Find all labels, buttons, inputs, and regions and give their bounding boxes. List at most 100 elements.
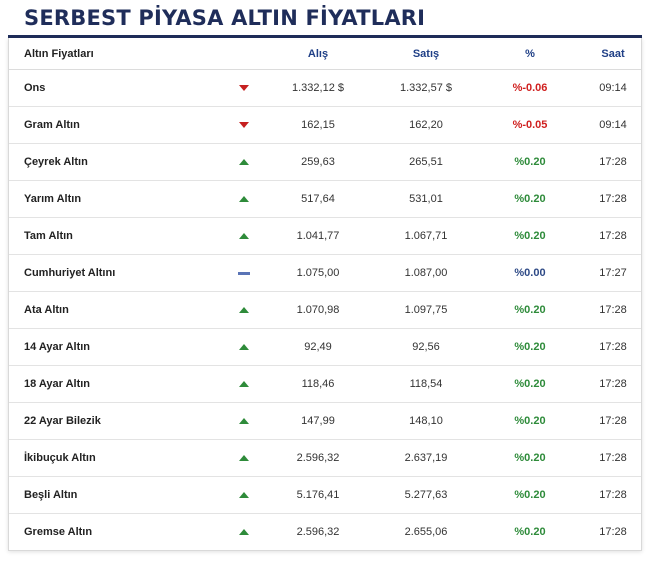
gold-type-name[interactable]: Yarım Altın bbox=[9, 180, 229, 218]
change-percent: %-0.05 bbox=[475, 106, 585, 144]
table-row[interactable]: 22 Ayar Bilezik 147,99 148,10 %0.20 17:28 bbox=[9, 402, 641, 440]
buy-price: 1.070,98 bbox=[259, 291, 377, 329]
buy-price: 147,99 bbox=[259, 402, 377, 440]
change-percent: %0.20 bbox=[514, 526, 546, 538]
sell-price: 1.087,00 bbox=[377, 254, 475, 292]
trend-indicator bbox=[229, 439, 259, 477]
column-header-buy: Alış bbox=[259, 38, 377, 70]
change-percent: %0.20 bbox=[475, 402, 585, 440]
table-row[interactable]: Beşli Altın 5.176,41 5.277,63 %0.20 17:28 bbox=[9, 476, 641, 514]
change-percent: %0.00 bbox=[475, 254, 585, 292]
gold-type-name[interactable]: 22 Ayar Bilezik bbox=[9, 402, 229, 440]
update-time: 09:14 bbox=[585, 106, 641, 144]
gold-price-table-panel: Altın Fiyatları Alış Satış % Saat Ons 1.3… bbox=[8, 38, 642, 551]
trend-indicator bbox=[229, 291, 259, 329]
sell-price: 1.067,71 bbox=[377, 217, 475, 255]
column-header-percent: % bbox=[475, 38, 585, 70]
change-percent: %0.20 bbox=[475, 180, 585, 218]
trend-indicator bbox=[229, 69, 259, 107]
gold-price-table: Altın Fiyatları Alış Satış % Saat Ons 1.3… bbox=[9, 38, 641, 550]
triangle-up-icon bbox=[239, 196, 249, 203]
table-row[interactable]: Çeyrek Altın 259,63 265,51 %0.20 17:28 bbox=[9, 143, 641, 181]
triangle-up-icon bbox=[239, 307, 249, 314]
triangle-up-icon bbox=[239, 455, 249, 462]
table-row[interactable]: Gremse Altın 2.596,32 2.655,06 %0.20 17:28 bbox=[9, 514, 641, 551]
sell-price: 2.637,19 bbox=[377, 439, 475, 477]
table-row[interactable]: Gram Altın 162,15 162,20 %-0.05 09:14 bbox=[9, 106, 641, 144]
gold-type-name[interactable]: Ata Altın bbox=[9, 291, 229, 329]
table-header-row: Altın Fiyatları Alış Satış % Saat bbox=[9, 38, 641, 70]
triangle-up-icon bbox=[239, 418, 249, 425]
gold-type-name[interactable]: Ons bbox=[9, 69, 229, 107]
trend-indicator bbox=[229, 106, 259, 144]
change-percent: %0.20 bbox=[475, 291, 585, 329]
change-percent: %0.20 bbox=[475, 365, 585, 403]
sell-price: 1.097,75 bbox=[377, 291, 475, 329]
gold-type-name[interactable]: Beşli Altın bbox=[9, 476, 229, 514]
sell-price: 1.332,57 $ bbox=[377, 69, 475, 107]
gold-type-name[interactable]: 18 Ayar Altın bbox=[9, 365, 229, 403]
table-row[interactable]: 18 Ayar Altın 118,46 118,54 %0.20 17:28 bbox=[9, 365, 641, 403]
update-time: 17:27 bbox=[585, 254, 641, 292]
update-time: 17:28 bbox=[585, 402, 641, 440]
gold-type-name[interactable]: Gram Altın bbox=[9, 106, 229, 144]
sell-price: 5.277,63 bbox=[377, 476, 475, 514]
buy-price: 259,63 bbox=[259, 143, 377, 181]
buy-price: 118,46 bbox=[259, 365, 377, 403]
column-header-time: Saat bbox=[585, 38, 641, 70]
sell-price: 2.655,06 bbox=[404, 526, 448, 538]
page-title: SERBEST PİYASA ALTIN FİYATLARI bbox=[24, 6, 426, 30]
trend-indicator bbox=[229, 365, 259, 403]
update-time: 09:14 bbox=[585, 69, 641, 107]
triangle-up-icon bbox=[239, 529, 249, 536]
triangle-up-icon bbox=[239, 492, 249, 499]
column-header-sell: Satış bbox=[377, 38, 475, 70]
table-row[interactable]: 14 Ayar Altın 92,49 92,56 %0.20 17:28 bbox=[9, 328, 641, 366]
table-row[interactable]: İkibuçuk Altın 2.596,32 2.637,19 %0.20 17:28 bbox=[9, 439, 641, 477]
change-percent: %-0.06 bbox=[475, 69, 585, 107]
triangle-down-icon bbox=[239, 122, 249, 129]
change-percent: %0.20 bbox=[475, 328, 585, 366]
trend-indicator bbox=[229, 328, 259, 366]
buy-price: 1.041,77 bbox=[259, 217, 377, 255]
triangle-down-icon bbox=[239, 85, 249, 92]
table-row[interactable]: Yarım Altın 517,64 531,01 %0.20 17:28 bbox=[9, 180, 641, 218]
gold-type-name[interactable]: Çeyrek Altın bbox=[9, 143, 229, 181]
triangle-up-icon bbox=[239, 159, 249, 166]
title-divider bbox=[8, 35, 642, 38]
buy-price: 1.332,12 $ bbox=[259, 69, 377, 107]
buy-price: 517,64 bbox=[259, 180, 377, 218]
trend-indicator bbox=[229, 143, 259, 181]
change-percent: %0.20 bbox=[475, 439, 585, 477]
sell-price: 265,51 bbox=[377, 143, 475, 181]
change-percent: %0.20 bbox=[475, 476, 585, 514]
trend-indicator bbox=[229, 476, 259, 514]
change-percent: %0.20 bbox=[475, 143, 585, 181]
trend-indicator bbox=[229, 217, 259, 255]
column-header-name: Altın Fiyatları bbox=[9, 38, 229, 70]
buy-price: 92,49 bbox=[259, 328, 377, 366]
table-row[interactable]: Ata Altın 1.070,98 1.097,75 %0.20 17:28 bbox=[9, 291, 641, 329]
trend-indicator bbox=[229, 254, 259, 292]
buy-price: 5.176,41 bbox=[259, 476, 377, 514]
sell-price: 531,01 bbox=[377, 180, 475, 218]
sell-price: 92,56 bbox=[377, 328, 475, 366]
table-row[interactable]: Ons 1.332,12 $1.332,57 $ %-0.06 09:14 bbox=[9, 69, 641, 107]
gold-type-name[interactable]: Gremse Altın bbox=[24, 526, 93, 538]
buy-price: 1.075,00 bbox=[259, 254, 377, 292]
sell-price: 148,10 bbox=[377, 402, 475, 440]
gold-type-name[interactable]: 14 Ayar Altın bbox=[9, 328, 229, 366]
table-row[interactable]: Cumhuriyet Altını 1.075,00 1.087,00 %0.00 17… bbox=[9, 254, 641, 292]
update-time: 17:28 bbox=[585, 365, 641, 403]
gold-type-name[interactable]: Cumhuriyet Altını bbox=[9, 254, 229, 292]
sell-price: 118,54 bbox=[377, 365, 475, 403]
gold-type-name[interactable]: İkibuçuk Altın bbox=[9, 439, 229, 477]
update-time: 17:28 bbox=[585, 180, 641, 218]
gold-type-name[interactable]: Tam Altın bbox=[9, 217, 229, 255]
trend-indicator bbox=[229, 514, 259, 551]
table-row[interactable]: Tam Altın 1.041,77 1.067,71 %0.20 17:28 bbox=[9, 217, 641, 255]
column-header-trend bbox=[229, 38, 259, 70]
triangle-up-icon bbox=[239, 344, 249, 351]
dash-icon bbox=[238, 271, 250, 275]
update-time: 17:28 bbox=[585, 143, 641, 181]
